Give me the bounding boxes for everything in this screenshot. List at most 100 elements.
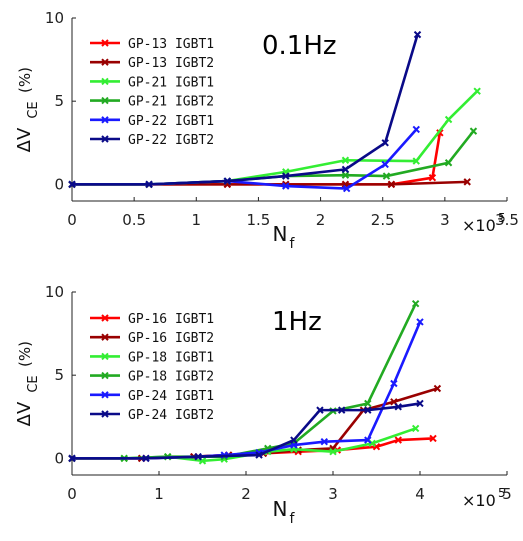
data-point	[412, 157, 420, 165]
data-point	[364, 436, 372, 444]
data-point	[429, 434, 437, 443]
data-point	[469, 127, 478, 135]
x-multiplier: ×10	[462, 491, 496, 510]
data-point	[463, 178, 471, 186]
data-point	[68, 180, 76, 189]
legend-entry: GP-24 IGBT1	[128, 389, 214, 404]
data-point	[320, 438, 329, 446]
x-multiplier-exponent: 5	[498, 486, 506, 500]
legend-entry: GP-22 IGBT2	[128, 133, 214, 148]
legend-marker	[101, 96, 109, 105]
series-line-6	[72, 402, 421, 460]
legend-marker	[101, 371, 109, 380]
legend-marker	[101, 352, 109, 361]
legend-entry: GP-21 IGBT1	[128, 75, 214, 90]
x-tick-label: 0.5	[122, 211, 146, 229]
y-axis-label-unit: (%)	[16, 67, 34, 93]
legend-marker	[101, 39, 109, 47]
y-tick-label: 10	[45, 283, 64, 301]
data-point	[444, 115, 453, 124]
y-axis-label-sub: CE	[26, 375, 41, 392]
y-tick-label: 5	[54, 92, 64, 110]
data-point	[337, 406, 346, 414]
data-point	[255, 451, 263, 459]
x-tick-label: 1	[154, 485, 164, 503]
y-axis-label-main: ΔV	[14, 401, 35, 426]
legend-entry: GP-16 IGBT2	[128, 331, 214, 346]
data-point	[381, 139, 389, 147]
y-axis-label: ΔV CE (%)	[14, 341, 41, 426]
data-point	[341, 156, 350, 164]
data-point	[413, 30, 422, 39]
data-point	[282, 182, 290, 190]
x-tick-label: 2.5	[371, 211, 395, 229]
legend-entry: GP-13 IGBT1	[128, 37, 214, 52]
data-point	[364, 399, 372, 408]
x-tick-label: 4	[415, 485, 425, 503]
data-point	[394, 403, 402, 411]
x-multiplier: ×10	[462, 216, 496, 235]
data-point	[412, 125, 420, 134]
legend-entry: GP-18 IGBT2	[128, 370, 214, 385]
data-point	[394, 436, 402, 444]
data-point	[387, 180, 396, 189]
data-point	[473, 87, 481, 95]
data-point	[411, 299, 420, 308]
legend-entry: GP-13 IGBT2	[128, 56, 214, 71]
data-point	[416, 399, 424, 408]
x-tick-label: 0	[67, 485, 77, 503]
legend-entry: GP-24 IGBT2	[128, 408, 214, 423]
legend-marker	[101, 410, 109, 418]
data-point	[341, 171, 350, 179]
frequency-annotation: 0.1Hz	[262, 31, 337, 61]
y-axis-label-unit: (%)	[16, 341, 34, 367]
x-tick-label: 3	[440, 211, 450, 229]
legend-entry: GP-22 IGBT1	[128, 114, 214, 129]
data-point	[223, 177, 232, 185]
chart-2: 0 1 2 3 4 5 0 5 10 GP-16 IGBT1 GP-16 IGBT2 GP-18 IG…	[14, 283, 512, 527]
legend-marker	[101, 58, 109, 66]
y-tick-label: 5	[54, 366, 64, 384]
x-axis-label-main: N	[273, 222, 288, 246]
data-point	[341, 165, 350, 174]
x-axis-label-sub: f	[290, 511, 296, 527]
data-point	[142, 454, 150, 463]
data-point	[381, 160, 389, 169]
legend-marker	[101, 314, 109, 322]
x-multiplier-exponent: 5	[498, 211, 506, 225]
legend-marker	[101, 333, 109, 341]
y-axis-label-sub: CE	[26, 101, 41, 118]
x-tick-label: 1.5	[246, 211, 270, 229]
x-tick-label: 0	[67, 211, 77, 229]
data-point	[316, 406, 324, 414]
data-point	[411, 424, 420, 433]
x-axis-label-sub: f	[290, 236, 296, 252]
data-point	[364, 406, 372, 414]
legend-marker	[101, 135, 109, 143]
x-tick-label: 2	[241, 485, 251, 503]
legend-marker	[101, 116, 109, 124]
data-point	[329, 448, 337, 456]
data-point	[390, 379, 398, 388]
data-point	[382, 172, 391, 180]
x-axis-label-main: N	[273, 497, 288, 521]
y-tick-label: 0	[54, 175, 64, 193]
data-point	[416, 318, 424, 326]
data-point	[444, 159, 453, 167]
y-tick-label: 10	[45, 9, 64, 27]
data-point	[282, 172, 290, 180]
x-tick-label: 2	[316, 211, 326, 229]
chart-1: 0 0.5 1 1.5 2 2.5 3 3.5 0 5 10 GP-13 IGBT1 GP-13 IGB…	[14, 9, 519, 252]
data-point	[290, 436, 298, 444]
legend-marker	[101, 77, 109, 86]
y-axis-label: ΔV CE (%)	[14, 67, 41, 152]
x-tick-label: 5	[502, 485, 512, 503]
x-tick-label: 1	[192, 211, 202, 229]
x-tick-label: 3.5	[495, 211, 519, 229]
y-tick-label: 0	[54, 449, 64, 467]
data-point	[428, 174, 437, 182]
frequency-annotation: 1Hz	[272, 307, 322, 337]
data-point	[194, 452, 202, 461]
data-point	[342, 184, 351, 193]
